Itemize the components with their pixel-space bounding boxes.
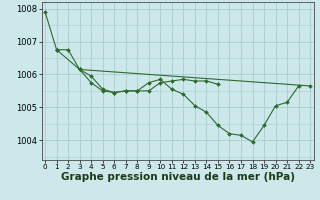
X-axis label: Graphe pression niveau de la mer (hPa): Graphe pression niveau de la mer (hPa) [60, 172, 295, 182]
